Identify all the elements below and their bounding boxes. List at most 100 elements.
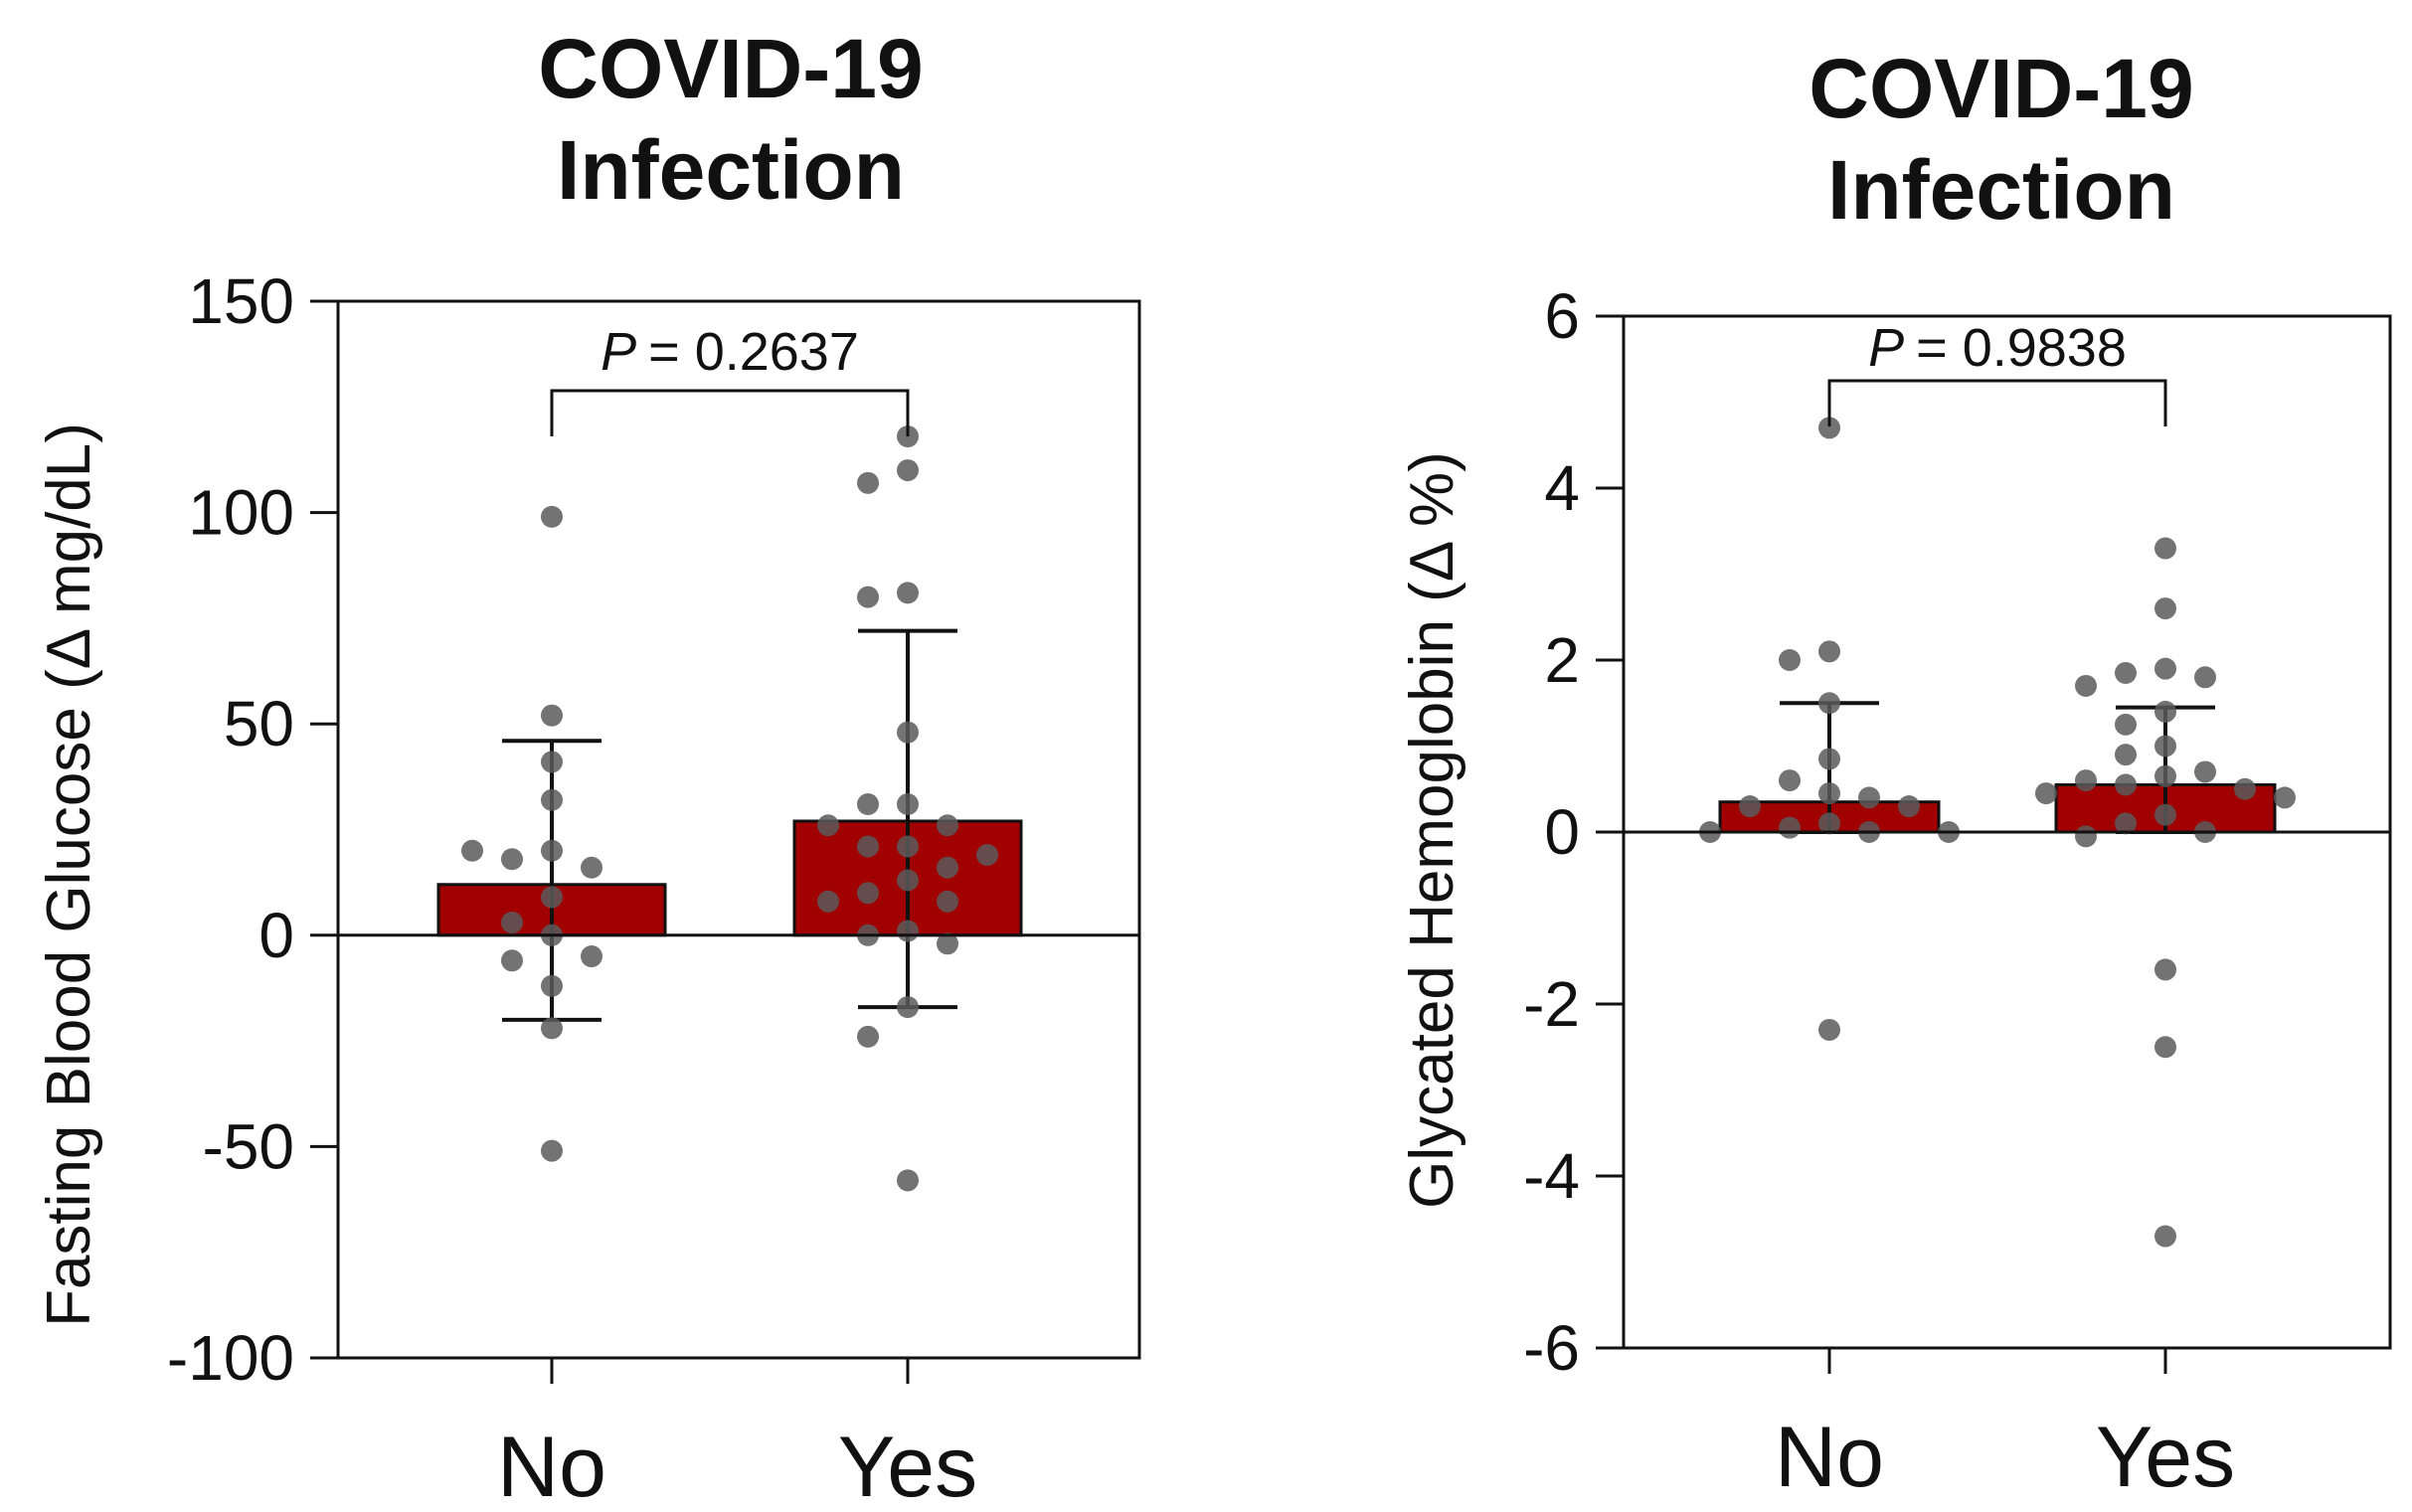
data-point — [581, 945, 603, 968]
y-axis-ticks: 6 4 2 0 -2 -4 -6 — [1523, 280, 2167, 1384]
data-points — [461, 425, 998, 1192]
data-point — [1739, 795, 1761, 818]
hba1c-chart: COVID-19 Infection Glycated Hemoglobin (… — [1398, 42, 2392, 1505]
data-point — [2075, 674, 2097, 697]
data-point — [897, 1169, 919, 1192]
data-point — [1779, 649, 1801, 671]
data-point — [541, 1139, 563, 1162]
chart-title-line-1: COVID-19 — [538, 22, 923, 115]
data-point — [541, 974, 563, 997]
data-point — [1818, 417, 1840, 439]
data-point — [857, 835, 879, 858]
data-point — [897, 582, 919, 604]
data-point — [857, 1025, 879, 1048]
y-tick-label: 150 — [188, 265, 294, 337]
category-label-no: No — [497, 1420, 606, 1512]
y-tick-label: -4 — [1523, 1140, 1580, 1212]
p-value-annotation: P = 0.2637 — [601, 322, 859, 382]
data-point — [897, 835, 919, 858]
data-point — [817, 814, 839, 837]
data-point — [461, 839, 483, 862]
data-point — [1818, 640, 1840, 663]
y-tick-label: 100 — [188, 477, 294, 549]
data-point — [2194, 666, 2216, 689]
data-point — [1818, 1018, 1840, 1041]
data-point — [1818, 812, 1840, 835]
data-point — [1818, 692, 1840, 715]
data-point — [581, 856, 603, 879]
data-point — [2234, 777, 2256, 800]
y-tick-label: 2 — [1544, 624, 1580, 696]
data-point — [857, 882, 879, 905]
chart-title-line-1: COVID-19 — [1809, 42, 2193, 135]
data-point — [857, 586, 879, 608]
data-point — [897, 869, 919, 892]
bracket-line — [550, 389, 910, 436]
significance-bracket — [1827, 379, 2167, 426]
data-point — [897, 792, 919, 815]
data-point — [501, 949, 523, 972]
y-axis-ticks: 150 100 50 0 -50 -100 — [167, 265, 910, 1394]
data-point — [2115, 713, 2137, 736]
data-point — [2154, 657, 2176, 680]
category-label-yes: Yes — [838, 1420, 977, 1512]
category-label-yes: Yes — [2096, 1410, 2235, 1505]
bars — [1718, 703, 2277, 834]
category-label-no: No — [1775, 1410, 1884, 1505]
data-point — [541, 886, 563, 909]
data-point — [541, 788, 563, 811]
data-point — [897, 721, 919, 744]
plot-frame — [336, 299, 1141, 1360]
data-point — [857, 471, 879, 494]
y-tick-label: -2 — [1523, 968, 1580, 1040]
data-point — [541, 704, 563, 727]
chart-title-line-2: Infection — [1827, 143, 2175, 237]
data-point — [501, 912, 523, 934]
data-point — [2075, 825, 2097, 848]
y-tick-label: 0 — [1544, 796, 1580, 868]
chart-panel-hba1c: COVID-19 Infection Glycated Hemoglobin (… — [1206, 0, 2412, 1512]
y-axis-label: Glycated Hemoglobin (Δ %) — [1398, 451, 1466, 1209]
data-point — [2115, 773, 2137, 796]
y-tick-label: 50 — [224, 688, 294, 759]
data-point — [937, 932, 958, 955]
data-point — [897, 996, 919, 1019]
data-point — [2274, 786, 2296, 809]
y-tick-label: -50 — [203, 1110, 295, 1182]
chart-panel-glucose: COVID-19 Infection Fasting Blood Glucose… — [35, 22, 1141, 1512]
data-point — [541, 751, 563, 773]
data-point — [2154, 700, 2176, 723]
y-tick-label: 6 — [1544, 280, 1580, 352]
bars — [436, 630, 1023, 1020]
data-point — [937, 856, 958, 879]
p-value-symbol: P — [1868, 318, 1904, 378]
data-point — [2115, 744, 2137, 766]
data-point — [937, 814, 958, 837]
data-point — [2154, 764, 2176, 787]
data-point — [541, 1017, 563, 1040]
data-point — [501, 848, 523, 871]
data-point — [2154, 735, 2176, 757]
p-value-symbol: P — [601, 322, 636, 382]
data-point — [2154, 597, 2176, 620]
data-point — [2075, 769, 2097, 792]
p-value-annotation: P = 0.9838 — [1868, 318, 2127, 378]
y-tick-label: -100 — [167, 1322, 294, 1394]
chart-title-line-2: Infection — [557, 123, 905, 217]
glucose-chart: COVID-19 Infection Fasting Blood Glucose… — [35, 22, 1141, 1512]
y-tick-label: 4 — [1544, 452, 1580, 524]
data-point — [897, 425, 919, 448]
data-point — [1858, 786, 1880, 809]
data-point — [2154, 537, 2176, 560]
data-point — [541, 839, 563, 862]
p-value-text: = 0.9838 — [1916, 318, 2127, 378]
data-point — [2154, 958, 2176, 981]
y-axis-label: Fasting Blood Glucose (Δ mg/dL) — [35, 422, 103, 1327]
data-point — [1898, 795, 1920, 818]
data-point — [2194, 760, 2216, 783]
significance-bracket — [550, 389, 910, 436]
data-point — [897, 459, 919, 482]
data-point — [817, 890, 839, 913]
data-point — [1779, 769, 1801, 792]
y-tick-label: -6 — [1523, 1312, 1580, 1384]
